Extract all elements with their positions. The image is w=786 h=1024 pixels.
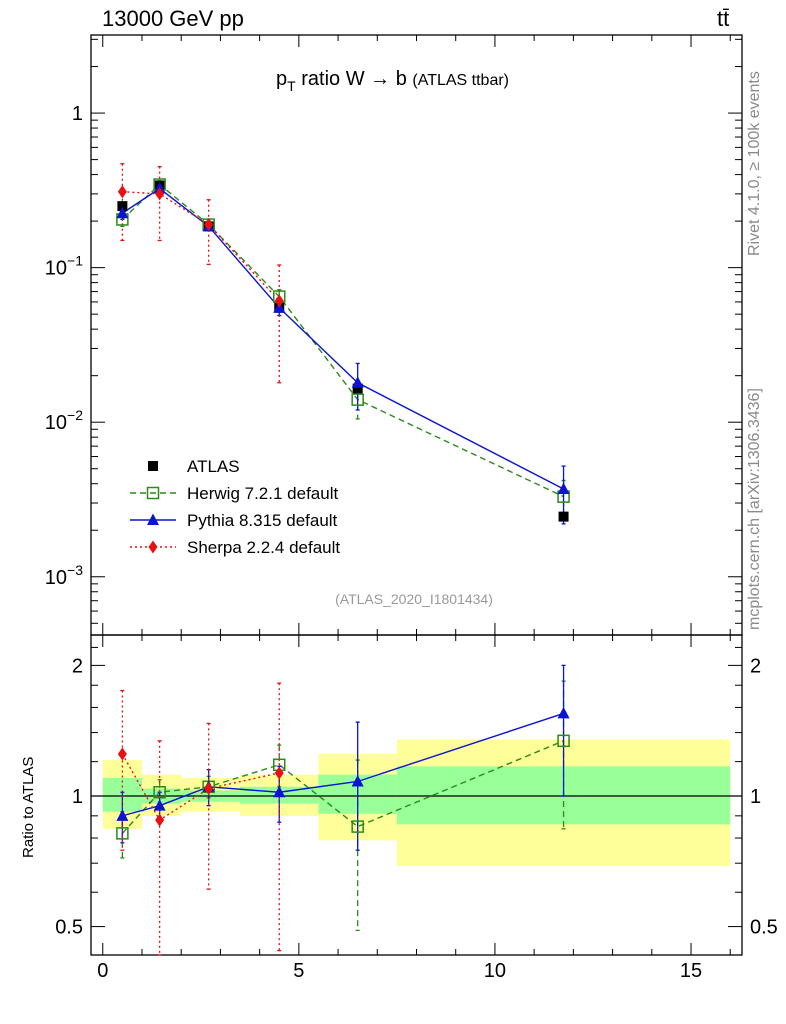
herwig-ratio-line <box>121 740 564 834</box>
pythia-main-point <box>351 376 364 388</box>
x-tick-label: 15 <box>680 960 702 982</box>
legend-marker <box>148 540 158 554</box>
sherpa-ratio-point <box>274 766 284 780</box>
analysis-id-label: (ATLAS_2020_I1801434) <box>335 591 493 607</box>
legend-label: ATLAS <box>187 457 240 476</box>
legend-marker <box>148 461 158 471</box>
ratio-y-tick-label: 1 <box>72 786 83 808</box>
y-tick-label: 10−1 <box>45 253 83 280</box>
pythia-main-point <box>116 206 129 219</box>
pythia-ratio-point <box>273 785 286 798</box>
process-label: tt̄ <box>717 6 730 31</box>
pythia-ratio-point <box>116 809 129 821</box>
herwig-main-point <box>351 393 364 406</box>
beam-energy-label: 13000 GeV pp <box>102 6 244 31</box>
ratio-axis-label: Ratio to ATLAS <box>20 756 37 858</box>
rivet-version-label: Rivet 4.1.0, ≥ 100k events <box>746 71 763 256</box>
x-tick-label: 10 <box>484 960 506 982</box>
ratio-y-tick-label-right: 0.5 <box>750 917 778 939</box>
pythia-ratio-point <box>557 706 570 719</box>
y-tick-label: 10−2 <box>45 407 83 434</box>
mcplots-reference-label: mcplots.cern.ch [arXiv:1306.3436] <box>746 388 763 630</box>
ratio-y-tick-label: 0.5 <box>55 917 83 939</box>
herwig-main-line <box>121 183 564 498</box>
atlas-data-point <box>117 201 128 212</box>
legend-label: Sherpa 2.2.4 default <box>187 538 340 557</box>
sherpa-ratio-point <box>204 782 214 796</box>
sherpa-ratio-line <box>121 753 280 822</box>
atlas-data-point <box>352 383 363 394</box>
herwig-ratio-point <box>351 820 364 833</box>
y-tick-label: 1 <box>72 103 83 125</box>
legend-label: Pythia 8.315 default <box>187 511 338 530</box>
ratio-y-tick-label-right: 2 <box>750 655 761 677</box>
legend-marker <box>147 513 159 525</box>
ratio-y-tick-label: 2 <box>72 655 83 677</box>
sherpa-main-point <box>155 187 165 201</box>
sherpa-main-point <box>204 218 214 232</box>
sherpa-main-point <box>274 294 284 308</box>
sherpa-main-point <box>117 185 127 199</box>
pythia-ratio-line <box>122 712 564 817</box>
x-tick-label: 0 <box>97 960 108 982</box>
herwig-ratio-point <box>116 827 129 840</box>
pythia-ratio-point <box>351 774 364 787</box>
sherpa-main-line <box>122 190 280 302</box>
pythia-ratio-point <box>153 799 166 811</box>
herwig-ratio-point <box>153 786 166 799</box>
herwig-ratio-point <box>557 734 570 748</box>
sherpa-ratio-point <box>155 813 165 827</box>
pythia-main-line <box>121 187 564 490</box>
chart-title: pT ratio W → b (ATLAS ttbar) <box>276 68 509 94</box>
ratio-y-tick-label-right: 1 <box>750 786 761 808</box>
sherpa-ratio-point <box>117 747 127 761</box>
atlas-data-point <box>558 511 569 522</box>
legend-marker <box>146 486 160 500</box>
legend-label: Herwig 7.2.1 default <box>187 484 338 503</box>
pythia-main-point <box>557 482 570 494</box>
x-tick-label: 5 <box>293 960 304 982</box>
y-tick-label: 10−3 <box>45 562 83 589</box>
